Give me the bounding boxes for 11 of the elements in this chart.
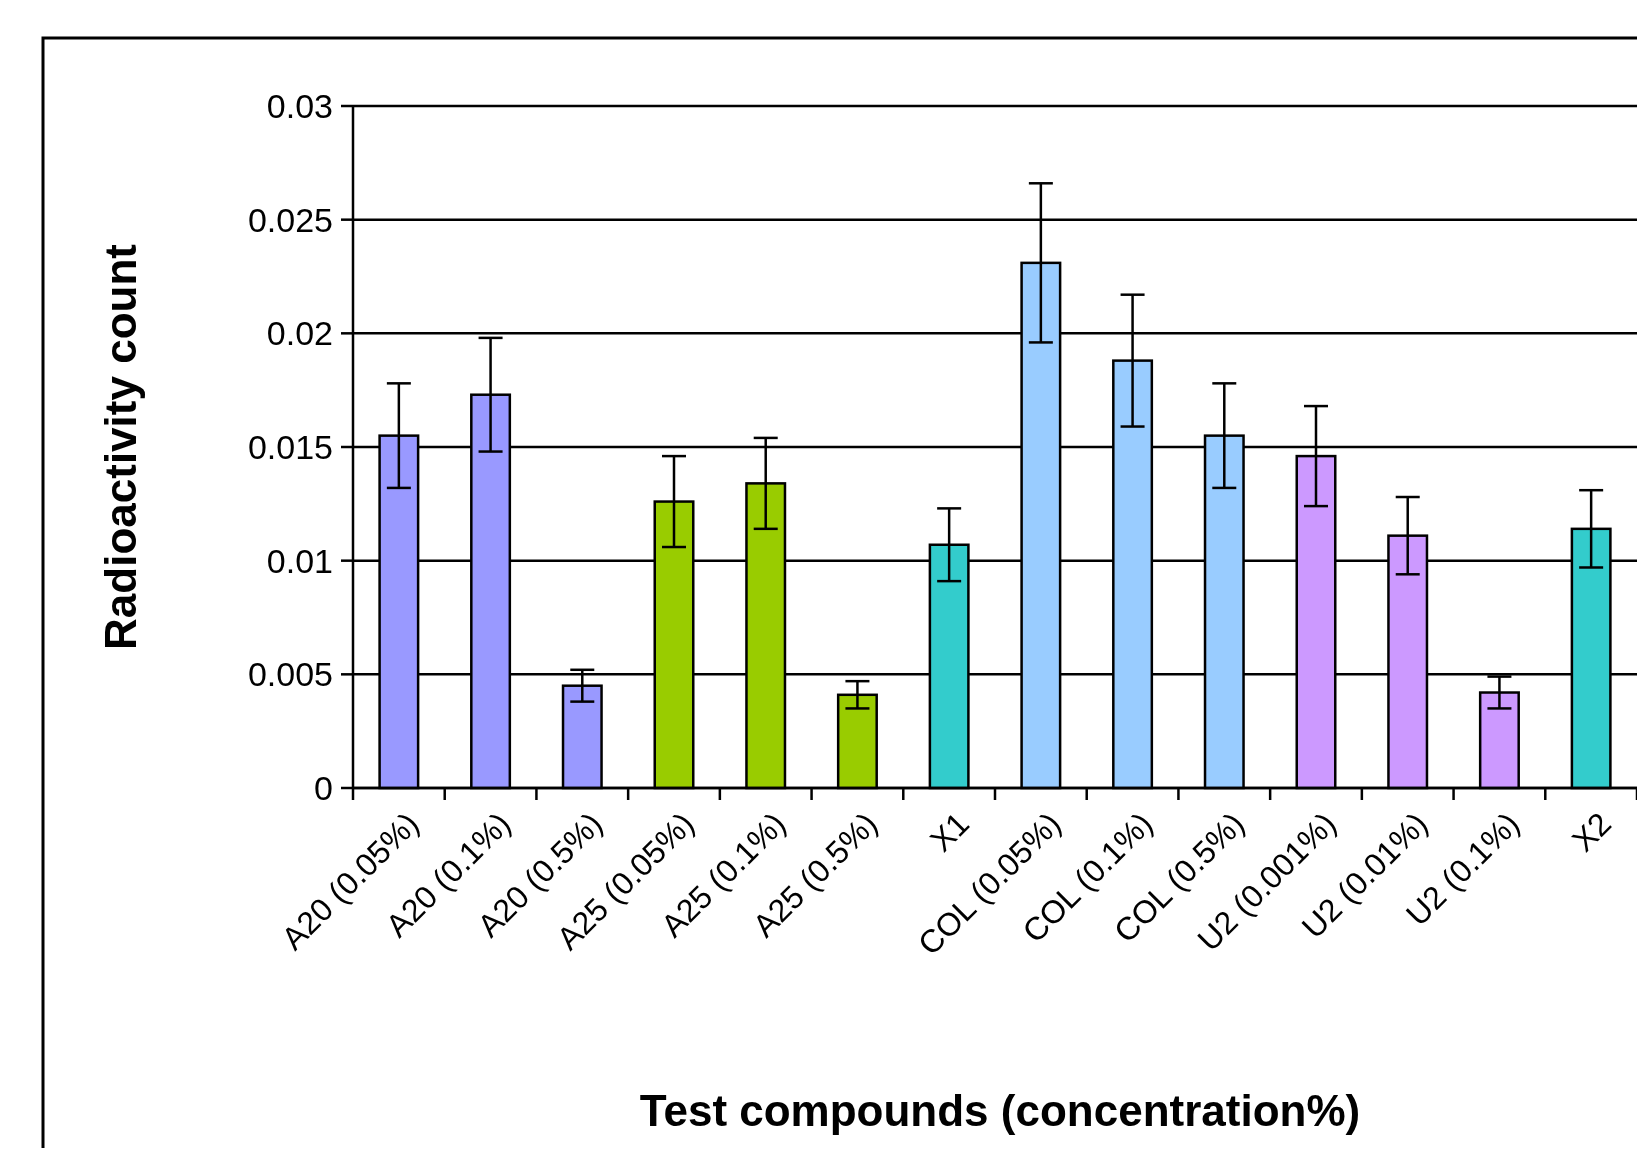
y-tick-label: 0.015 [247,427,333,466]
y-tick-label: 0.02 [266,314,333,353]
y-axis-title: Radioactivity count [96,243,145,650]
y-tick-label: 0.005 [247,655,333,694]
y-tick-label: 0.03 [266,86,333,125]
y-tick-label: 0.025 [247,200,333,239]
y-tick-label: 0 [314,768,333,807]
y-tick-label: 0.01 [266,541,333,580]
x-tick-label: X1 [922,805,977,859]
x-tick-label: X2 [1564,805,1619,859]
x-axis-title: Test compounds (concentration%) [639,1086,1361,1135]
